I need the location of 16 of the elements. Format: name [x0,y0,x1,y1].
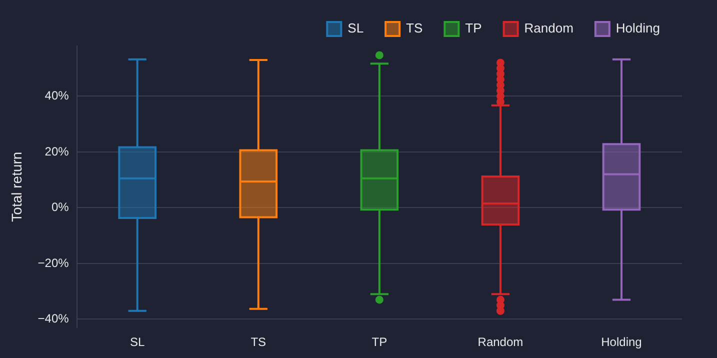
x-tick-label: TP [372,335,388,350]
x-tick-label: SL [130,335,146,350]
legend-label: Holding [616,20,660,36]
y-tick-label: 0% [51,200,70,214]
x-tick-label: Random [478,335,524,350]
y-tick-label: 20% [44,144,70,158]
legend-label: TS [406,20,423,36]
y-axis-title: Total return [8,152,24,222]
y-tick-label: 40% [44,88,70,102]
y-tick-label: −20% [38,256,70,270]
legend-label: Random [524,20,574,36]
x-tick-label: Holding [601,335,642,350]
x-tick-label: TS [250,335,266,350]
y-tick-label: −40% [38,312,70,326]
legend-label: TP [465,20,482,36]
legend-label: SL [348,20,364,36]
